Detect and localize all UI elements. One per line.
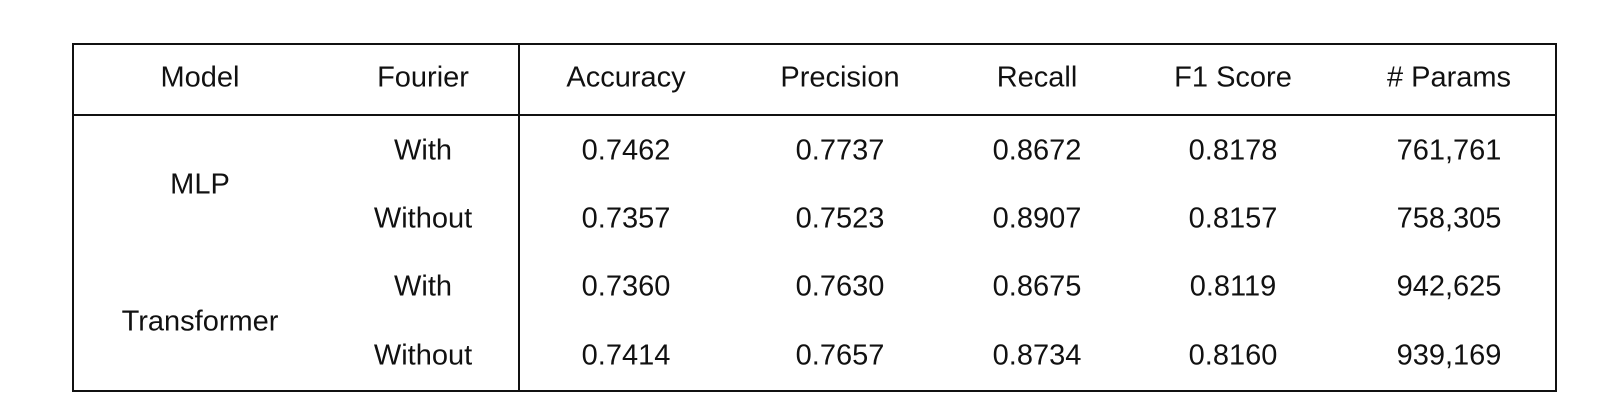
metric-value: 0.8160: [1188, 339, 1278, 372]
model-name: MLP: [170, 168, 230, 201]
metric-value: 0.7462: [581, 134, 671, 167]
metric-value: 761,761: [1396, 134, 1502, 167]
metric-value: 0.7523: [795, 202, 885, 235]
column-header: Recall: [996, 61, 1078, 94]
column-rule: [518, 43, 520, 392]
metric-value: 0.8119: [1189, 270, 1277, 303]
metric-value: 0.8672: [992, 134, 1082, 167]
metric-value: 942,625: [1396, 270, 1502, 303]
metric-value: 758,305: [1396, 202, 1502, 235]
model-name: Transformer: [121, 305, 279, 337]
table-border: [72, 43, 1557, 392]
column-header: # Params: [1386, 61, 1512, 94]
column-header: Accuracy: [566, 61, 686, 94]
column-header: Model: [160, 61, 240, 94]
metric-value: 939,169: [1396, 339, 1502, 372]
metric-value: 0.8734: [992, 339, 1082, 372]
column-header: Fourier: [377, 61, 469, 94]
metric-value: 0.7737: [795, 134, 885, 167]
metric-value: 0.7630: [795, 270, 885, 303]
fourier-setting: With: [394, 270, 452, 303]
metric-value: 0.8907: [992, 202, 1082, 235]
metric-value: 0.7414: [581, 339, 671, 372]
fourier-setting: Without: [373, 339, 473, 372]
fourier-setting: Without: [373, 202, 473, 235]
column-header: Precision: [780, 61, 900, 94]
metric-value: 0.7360: [581, 270, 671, 303]
metric-value: 0.8157: [1188, 202, 1278, 235]
column-header: F1 Score: [1174, 61, 1292, 94]
fourier-setting: With: [394, 134, 452, 167]
metric-value: 0.8178: [1188, 134, 1278, 167]
metric-value: 0.7357: [581, 202, 671, 235]
metric-value: 0.8675: [992, 270, 1082, 303]
header-rule: [72, 114, 1557, 116]
metric-value: 0.7657: [795, 339, 885, 372]
